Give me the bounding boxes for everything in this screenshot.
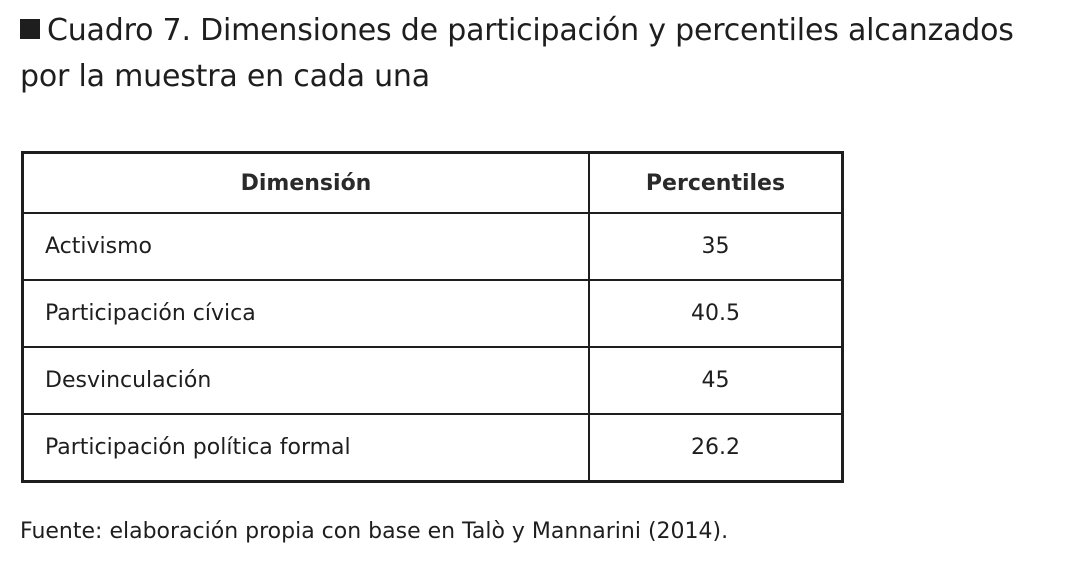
dimension-cell: Participación política formal xyxy=(21,413,590,483)
percentile-cell: 35 xyxy=(588,212,844,281)
percentile-cell: 45 xyxy=(588,346,844,415)
column-header-percentiles: Percentiles xyxy=(588,151,844,214)
column-header-dimension: Dimensión xyxy=(21,151,590,214)
square-bullet-icon xyxy=(20,19,40,39)
dimension-cell: Participación cívica xyxy=(21,279,590,348)
data-table: Dimensión Percentiles Activismo 35 Parti… xyxy=(21,151,844,483)
dimension-cell: Desvinculación xyxy=(21,346,590,415)
source-note: Fuente: elaboración propia con base en T… xyxy=(20,519,729,544)
dimension-cell: Activismo xyxy=(21,212,590,281)
table-row: Participación política formal 26.2 xyxy=(21,413,844,483)
table-row: Desvinculación 45 xyxy=(21,346,844,415)
table-header-row: Dimensión Percentiles xyxy=(21,151,844,214)
table-caption: Cuadro 7. Dimensiones de participación y… xyxy=(20,8,1060,100)
table-row: Participación cívica 40.5 xyxy=(21,279,844,348)
percentile-cell: 40.5 xyxy=(588,279,844,348)
percentile-cell: 26.2 xyxy=(588,413,844,483)
caption-text: Cuadro 7. Dimensiones de participación y… xyxy=(20,13,1014,94)
table-row: Activismo 35 xyxy=(21,212,844,281)
